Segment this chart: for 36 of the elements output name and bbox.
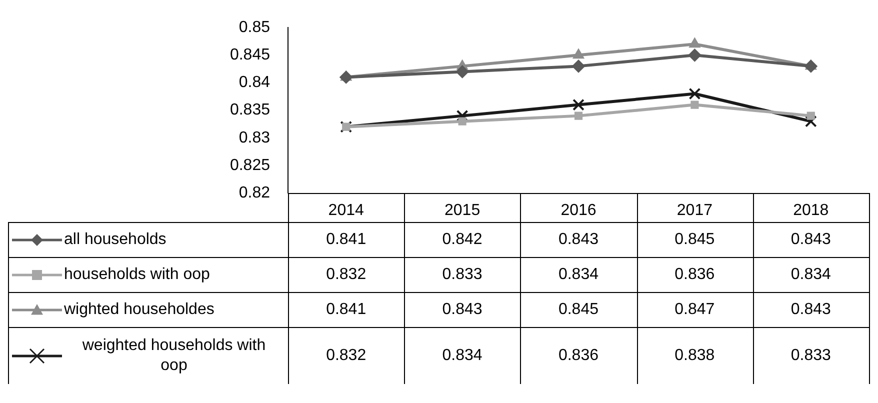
data-label: 0.841	[325, 230, 368, 250]
data-label: 0.833	[790, 346, 832, 366]
y-tick-label: 0.83	[238, 129, 270, 146]
data-label: 0.843	[790, 300, 832, 320]
data-label: 0.847	[674, 300, 716, 320]
data-label: 0.845	[557, 300, 600, 320]
legend-label: households with oop	[64, 264, 211, 284]
y-tick-label: 0.85	[238, 19, 270, 36]
x-tick-label: 2015	[444, 202, 480, 220]
data-label: 0.843	[790, 230, 832, 250]
data-label: 0.834	[557, 264, 600, 284]
legend-label: weighted households with oop	[81, 336, 267, 376]
data-label: 0.845	[674, 230, 716, 250]
y-tick-label: 0.845	[230, 46, 270, 64]
data-label: 0.836	[674, 264, 716, 284]
y-tick-label: 0.84	[238, 74, 270, 92]
legend-label: wighted householdes	[64, 300, 216, 320]
data-label: 0.841	[325, 300, 368, 320]
x-tick-label: 2018	[793, 202, 829, 220]
data-label: 0.843	[557, 230, 600, 250]
x-tick-label: 2014	[328, 202, 364, 220]
data-label: 0.832	[325, 264, 368, 284]
y-tick-label: 0.82	[238, 184, 270, 202]
data-label: 0.833	[441, 264, 484, 284]
data-label: 0.836	[557, 346, 600, 366]
data-label: 0.842	[441, 230, 484, 250]
data-label: 0.838	[674, 346, 716, 366]
data-label: 0.834	[790, 264, 832, 284]
data-label: 0.834	[441, 346, 484, 366]
y-tick-label: 0.835	[230, 102, 270, 119]
legend-label: all households	[64, 230, 168, 250]
x-tick-label: 2016	[560, 202, 596, 220]
x-tick-label: 2017	[676, 202, 713, 220]
data-label: 0.832	[325, 346, 368, 366]
y-tick-label: 0.825	[230, 156, 270, 174]
data-label: 0.843	[441, 300, 484, 320]
